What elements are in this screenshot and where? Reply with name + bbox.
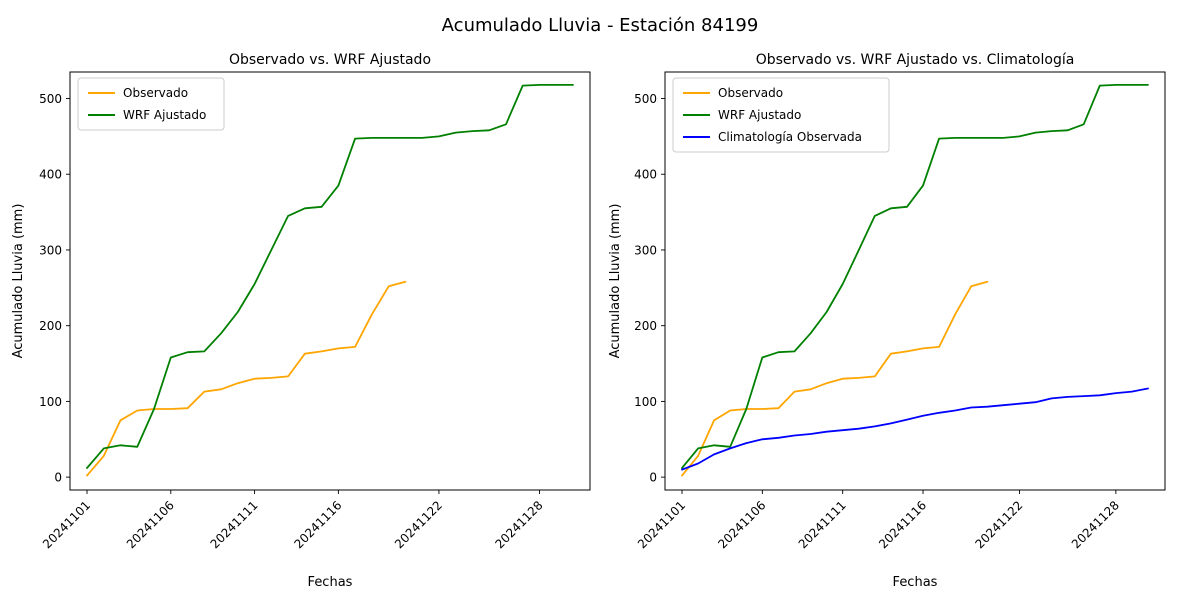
line-climatología-observada	[681, 387, 1149, 471]
x-tick-label: 20241111	[208, 498, 261, 551]
line-wrf-ajustado	[681, 84, 1149, 469]
x-tick-label: 20241106	[715, 498, 768, 551]
x-tick-label: 20241106	[124, 498, 177, 551]
legend-label: Observado	[123, 86, 188, 100]
subplot1-title: Observado vs. WRF Ajustado	[229, 52, 431, 68]
y-tick-label: 400	[634, 168, 657, 182]
legend-box	[672, 77, 890, 153]
x-tick-label: 20241128	[1069, 498, 1122, 551]
line-observado	[86, 280, 407, 477]
subplot1-xlabel: Fechas	[308, 575, 353, 590]
legend-label: WRF Ajustado	[123, 108, 206, 122]
y-tick-label: 100	[39, 395, 62, 409]
line-observado	[681, 280, 989, 477]
y-tick-label: 0	[649, 471, 657, 485]
x-tick-label: 20241101	[40, 498, 93, 551]
x-tick-label: 20241111	[796, 498, 849, 551]
x-tick-label: 20241122	[972, 498, 1025, 551]
y-tick-label: 200	[39, 319, 62, 333]
y-tick-label: 400	[39, 168, 62, 182]
y-tick-label: 100	[634, 395, 657, 409]
figure-title: Acumulado Lluvia - Estación 84199	[442, 15, 759, 36]
legend-label: Observado	[718, 86, 783, 100]
subplot1-ylabel: Acumulado Lluvia (mm)	[11, 204, 26, 359]
y-tick-label: 300	[39, 243, 62, 257]
legend-box	[77, 77, 225, 131]
line-wrf-ajustado	[86, 84, 574, 469]
x-tick-label: 20241101	[635, 498, 688, 551]
plot-border	[664, 71, 1166, 491]
subplot2-ylabel: Acumulado Lluvia (mm)	[608, 204, 623, 359]
y-tick-label: 500	[39, 92, 62, 106]
subplot2-title: Observado vs. WRF Ajustado vs. Climatolo…	[756, 52, 1075, 68]
subplot2-xlabel: Fechas	[893, 575, 938, 590]
y-tick-label: 300	[634, 243, 657, 257]
legend-label: WRF Ajustado	[718, 108, 801, 122]
subplot2-axes: 0 100 200 300 400 500 20241101 20241106 20241111…	[634, 71, 1166, 551]
y-tick-label: 0	[54, 471, 62, 485]
x-tick-label: 20241116	[876, 498, 929, 551]
x-tick-label: 20241122	[392, 498, 445, 551]
x-tick-label: 20241128	[493, 498, 546, 551]
y-tick-label: 500	[634, 92, 657, 106]
plot-border	[69, 71, 591, 491]
legend-label: Climatología Observada	[718, 130, 862, 144]
subplot1-axes: 0 100 200 300 400 500 20241101 20241106 20241111…	[39, 71, 591, 551]
x-tick-label: 20241116	[291, 498, 344, 551]
y-tick-label: 200	[634, 319, 657, 333]
